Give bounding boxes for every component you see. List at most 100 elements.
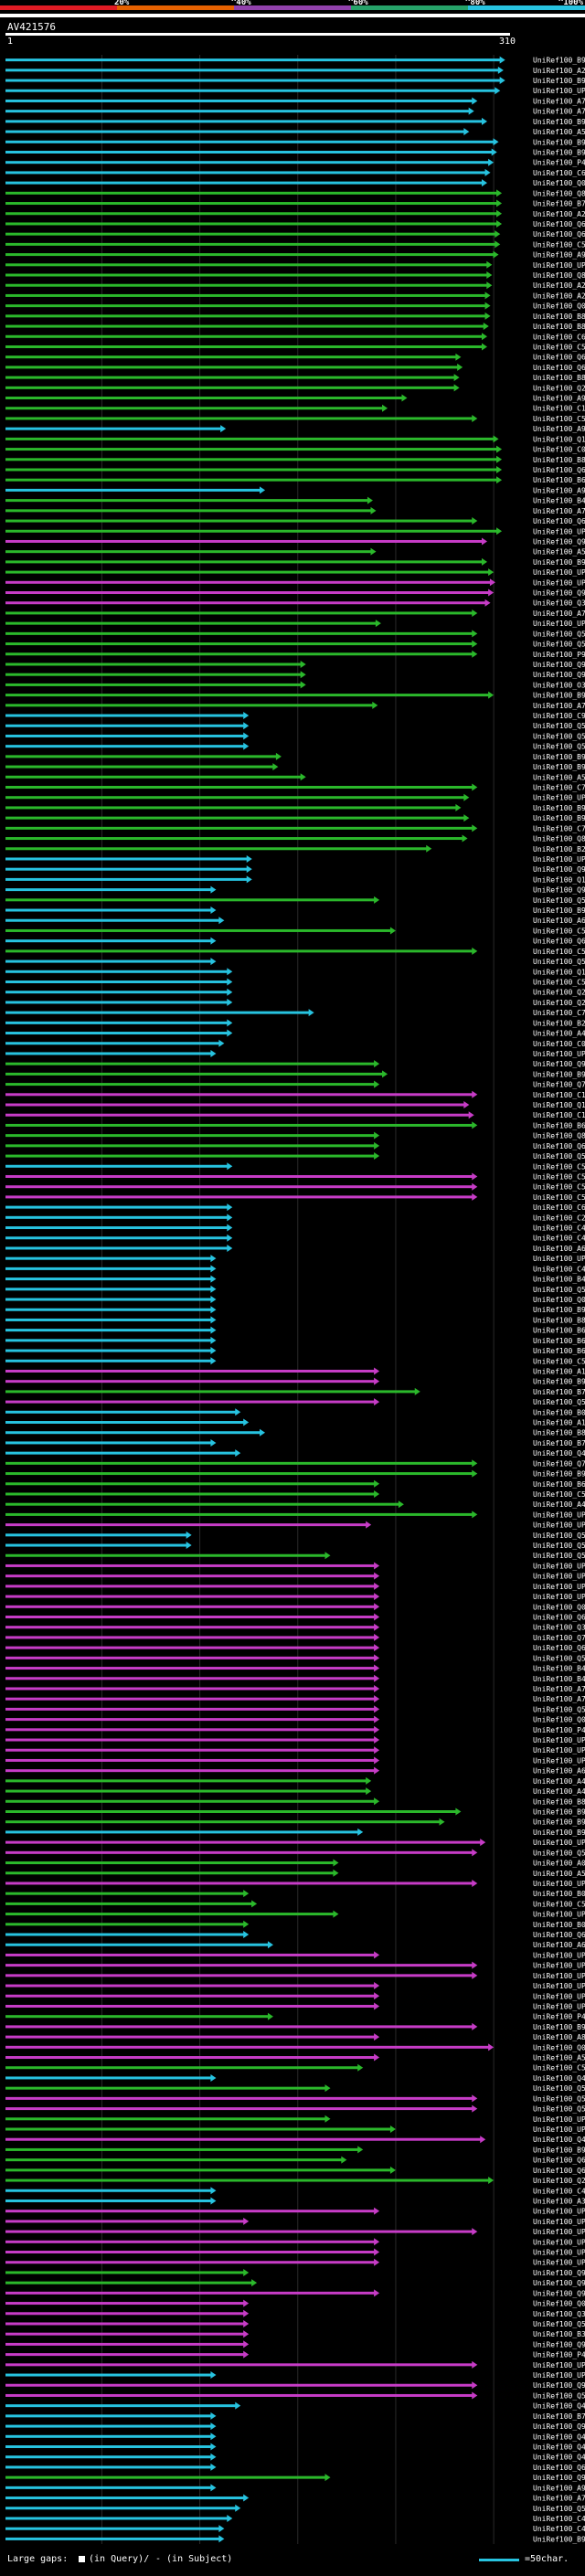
hit-label[interactable]: UniRef100_B4DJJ9 <box>533 1675 585 1683</box>
hit-label[interactable]: UniRef100_Q9ZWB3 <box>533 537 585 546</box>
hit-label[interactable]: UniRef100_B9WIJ6 <box>533 2535 585 2543</box>
alignment-hit[interactable]: UniRef100_B7QS59 <box>5 1438 585 1447</box>
alignment-hit[interactable]: UniRef100_B4E0G1 <box>5 1664 585 1673</box>
hit-label[interactable]: UniRef100_A2Q6D6 <box>533 67 585 75</box>
alignment-hit[interactable]: UniRef100_Q9JJ75 <box>5 2279 585 2287</box>
hit-label[interactable]: UniRef100_A9V1D8 <box>533 2484 585 2492</box>
hit-label[interactable]: UniRef100_A7MB68 <box>533 1695 585 1703</box>
hit-label[interactable]: UniRef100_B8MUC5 <box>533 1797 585 1806</box>
hit-label[interactable]: UniRef100_A6RBV3 <box>533 1245 585 1253</box>
alignment-hit[interactable]: UniRef100_A4HMD1 <box>5 1500 585 1509</box>
hit-label[interactable]: UniRef100_C6TGZ4 <box>533 169 585 177</box>
alignment-hit[interactable]: UniRef100_B7QBJ2 <box>5 2412 585 2421</box>
hit-label[interactable]: UniRef100_B6TMU2 <box>533 1121 585 1129</box>
hit-label[interactable]: UniRef100_A4RBF8 <box>533 1030 585 1038</box>
hit-label[interactable]: UniRef100_UP1000.. <box>533 87 585 95</box>
hit-label[interactable]: UniRef100_C1E500 <box>533 405 585 413</box>
hit-label[interactable]: UniRef100_UP1000.. <box>533 1746 585 1754</box>
hit-label[interactable]: UniRef100_B8CD56 <box>533 1429 585 1437</box>
hit-label[interactable]: UniRef100_C5YVX9 <box>533 2064 585 2072</box>
alignment-hit[interactable]: UniRef100_B6QDV7 <box>5 1326 585 1335</box>
hit-label[interactable]: UniRef100_Q9LDY6 <box>533 865 585 874</box>
alignment-hit[interactable]: UniRef100_B9SSF8 <box>5 752 585 761</box>
alignment-hit[interactable]: UniRef100_Q39052 <box>5 599 585 608</box>
hit-label[interactable]: UniRef100_Q4QHV7 <box>533 2074 585 2083</box>
alignment-hit[interactable]: UniRef100_UP1000.. <box>5 1736 585 1744</box>
hit-label[interactable]: UniRef100_A2Z5G0 <box>533 210 585 218</box>
alignment-hit[interactable]: UniRef100_Q9NDD0 <box>5 2474 585 2482</box>
alignment-hit[interactable]: UniRef100_Q59FJ7 <box>5 1654 585 1662</box>
alignment-hit[interactable]: UniRef100_A6N332 <box>5 1941 585 1949</box>
alignment-hit[interactable]: UniRef100_Q8LP17 <box>5 1131 585 1140</box>
alignment-hit[interactable]: UniRef100_Q3UBT6 <box>5 1623 585 1632</box>
alignment-hit[interactable]: UniRef100_Q6Q9N1 <box>5 1644 585 1652</box>
hit-label[interactable]: UniRef100_Q5VQ31 <box>533 630 585 638</box>
hit-label[interactable]: UniRef100_B0QRP3 <box>533 1921 585 1929</box>
alignment-hit[interactable]: UniRef100_Q5I0Y0 <box>5 1531 585 1540</box>
hit-label[interactable]: UniRef100_B9R6X6 <box>533 57 585 65</box>
hit-label[interactable]: UniRef100_B4E0G1 <box>533 1665 585 1673</box>
hit-label[interactable]: UniRef100_Q2HFV0 <box>533 989 585 997</box>
alignment-hit[interactable]: UniRef100_C6KYX9 <box>5 1203 585 1212</box>
hit-label[interactable]: UniRef100_UP1000.. <box>533 1911 585 1919</box>
alignment-hit[interactable]: UniRef100_C4Y5T9 <box>5 2514 585 2523</box>
alignment-hit[interactable]: UniRef100_P42158 <box>5 158 585 167</box>
hit-label[interactable]: UniRef100_Q5VB86 <box>533 732 585 740</box>
hit-label[interactable]: UniRef100_Q9NDD0 <box>533 2474 585 2482</box>
hit-label[interactable]: UniRef100_UP1000.. <box>533 2228 585 2236</box>
alignment-hit[interactable]: UniRef100_UP1000.. <box>5 1562 585 1570</box>
alignment-hit[interactable]: UniRef100_B8CD56 <box>5 1428 585 1437</box>
alignment-hit[interactable]: UniRef100_Q0P1P3 <box>5 1603 585 1611</box>
hit-label[interactable]: UniRef100_Q5BP74-2 <box>533 2094 585 2103</box>
hit-label[interactable]: UniRef100_Q5BP74 <box>533 2105 585 2114</box>
alignment-hit[interactable]: UniRef100_A9QED3 <box>5 394 585 403</box>
alignment-hit[interactable]: UniRef100_Q4CNQ2 <box>5 2443 585 2452</box>
hit-label[interactable]: UniRef100_Q59EC7 <box>533 1705 585 1713</box>
alignment-hit[interactable]: UniRef100_B9WIJ6 <box>5 2535 585 2543</box>
hit-label[interactable]: UniRef100_Q5VG16 <box>533 2391 585 2400</box>
alignment-hit[interactable]: UniRef100_Q5B4G7 <box>5 1398 585 1406</box>
alignment-hit[interactable]: UniRef100_Q656Z0 <box>5 363 585 372</box>
alignment-hit[interactable]: UniRef100_Q5CEJ4 <box>5 1285 585 1294</box>
alignment-hit[interactable]: UniRef100_UP1000.. <box>5 1582 585 1591</box>
alignment-hit[interactable]: UniRef100_Q53CV7 <box>5 958 585 966</box>
alignment-hit[interactable]: UniRef100_A7MB68 <box>5 1695 585 1703</box>
hit-label[interactable]: UniRef100_Q9JJ75 <box>533 2279 585 2287</box>
alignment-hit[interactable]: UniRef100_O33926 <box>5 681 585 689</box>
hit-label[interactable]: UniRef100_C5WYG7 <box>533 948 585 956</box>
alignment-hit[interactable]: UniRef100_B6SY14 <box>5 1479 585 1489</box>
hit-label[interactable]: UniRef100_B6TJJ0 <box>533 476 585 484</box>
hit-label[interactable]: UniRef100_C4YTQ4 <box>533 2525 585 2533</box>
alignment-hit[interactable]: UniRef100_A1CYV5 <box>5 1418 585 1427</box>
hit-label[interactable]: UniRef100_Q8VYK9 <box>533 189 585 197</box>
alignment-hit[interactable]: UniRef100_A5AXM7 <box>5 547 585 557</box>
hit-label[interactable]: UniRef100_Q9JJ76 <box>533 2269 585 2277</box>
hit-label[interactable]: UniRef100_B7PCY0 <box>533 1388 585 1396</box>
alignment-hit[interactable]: UniRef100_A2Z5G0 <box>5 209 585 218</box>
hit-label[interactable]: UniRef100_Q0JLW9 <box>533 302 585 311</box>
hit-label[interactable]: UniRef100_Q0P3K7 <box>533 2043 585 2051</box>
hit-label[interactable]: UniRef100_B7QBJ2 <box>533 2412 585 2421</box>
alignment-hit[interactable]: UniRef100_C5J5I2 <box>5 1182 585 1192</box>
alignment-hit[interactable]: UniRef100_B9GAB6 <box>5 1469 585 1479</box>
hit-label[interactable]: UniRef100_Q6K9B8 <box>533 517 585 525</box>
hit-label[interactable]: UniRef100_B9I1L80 <box>533 1818 585 1827</box>
alignment-hit[interactable]: UniRef100_B6TMU2 <box>5 1121 585 1129</box>
alignment-hit[interactable]: UniRef100_Q6K9B8 <box>5 517 585 525</box>
alignment-hit[interactable]: UniRef100_Q5VG16 <box>5 2391 585 2400</box>
alignment-hit[interactable]: UniRef100_Q5F2P4 <box>5 640 585 649</box>
hit-label[interactable]: UniRef100_UP1000.. <box>533 568 585 577</box>
hit-label[interactable]: UniRef100_Q65463 <box>533 938 585 946</box>
hit-label[interactable]: UniRef100_UP1000.. <box>533 794 585 802</box>
hit-label[interactable]: UniRef100_C5YYX8 <box>533 1162 585 1171</box>
alignment-hit[interactable]: UniRef100_C5WYG7 <box>5 947 585 956</box>
alignment-hit[interactable]: UniRef100_A6YG58 <box>5 917 585 925</box>
hit-label[interactable]: UniRef100_A7RVB2 <box>533 1685 585 1693</box>
alignment-hit[interactable]: UniRef100_B9N5F1 <box>5 117 585 126</box>
hit-label[interactable]: UniRef100_A7SN62 <box>533 2495 585 2503</box>
hit-label[interactable]: UniRef100_Q59594 <box>533 2505 585 2513</box>
hit-label[interactable]: UniRef100_Q5VBK3 <box>533 722 585 730</box>
alignment-hit[interactable]: UniRef100_C5PF10 <box>5 1172 585 1181</box>
alignment-hit[interactable]: UniRef100_A5AS38 <box>5 128 585 136</box>
hit-label[interactable]: UniRef100_UP1000.. <box>533 2218 585 2226</box>
